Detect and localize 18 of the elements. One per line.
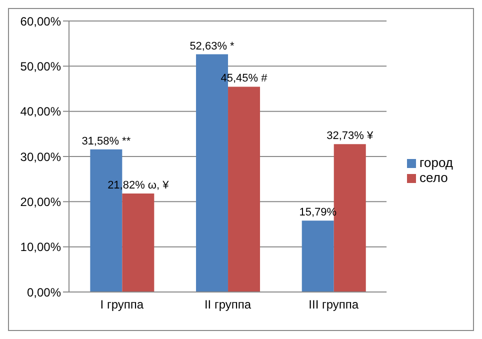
bar [228,86,260,292]
data-label: 52,63% * [190,40,236,52]
bar [302,220,334,292]
y-tick-label: 20,00% [20,194,62,209]
y-tick-label: 60,00% [20,14,62,28]
y-tick-label: 0,00% [26,285,62,300]
data-label: 32,73% ¥ [326,130,374,142]
x-tick-label: II группа [204,298,252,312]
x-tick-label: III группа [308,298,359,312]
y-tick-label: 10,00% [20,240,62,254]
y-tick-label: 30,00% [20,150,62,164]
legend-label: село [420,170,448,184]
legend-label: город [420,154,453,170]
data-label: 31,58% ** [82,135,132,148]
bar [122,193,154,292]
y-tick-label: 50,00% [20,59,62,74]
x-tick-label: I группа [100,298,144,312]
y-tick-label: 40,00% [20,104,62,119]
